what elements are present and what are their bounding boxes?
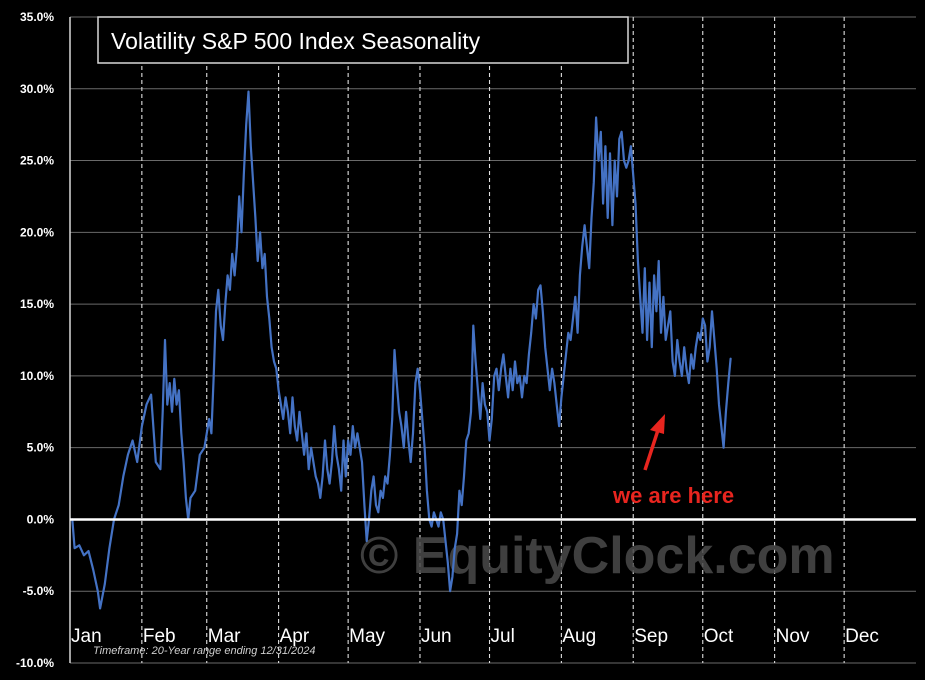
x-tick-label: Nov bbox=[776, 626, 810, 647]
x-tick-label: Feb bbox=[143, 626, 176, 647]
y-tick-label: -5.0% bbox=[23, 584, 55, 598]
y-tick-label: 25.0% bbox=[20, 154, 54, 168]
watermark: © EquityClock.com bbox=[360, 527, 835, 585]
x-tick-label: Mar bbox=[208, 626, 241, 647]
y-tick-label: 20.0% bbox=[20, 225, 54, 239]
y-tick-label: 5.0% bbox=[27, 441, 55, 455]
y-tick-label: 0.0% bbox=[27, 512, 55, 526]
y-tick-label: 30.0% bbox=[20, 82, 54, 96]
chart-title-box: Volatility S&P 500 Index Seasonality bbox=[97, 16, 629, 64]
x-tick-label: May bbox=[349, 626, 385, 647]
title-border bbox=[97, 16, 629, 64]
annotation: we are here bbox=[612, 414, 734, 508]
y-axis-ticks: 35.0% 30.0% 25.0% 20.0% 15.0% 10.0% 5.0% 0.0% -5… bbox=[16, 10, 54, 670]
x-tick-label: Dec bbox=[845, 626, 879, 647]
y-tick-label: 35.0% bbox=[20, 10, 54, 24]
series-lines bbox=[71, 90, 732, 610]
y-tick-label: -10.0% bbox=[16, 656, 54, 670]
series-line bbox=[71, 90, 732, 610]
y-tick-label: 10.0% bbox=[20, 369, 54, 383]
x-tick-label: Jul bbox=[491, 626, 515, 647]
annotation-arrowhead bbox=[650, 414, 665, 434]
y-tick-label: 15.0% bbox=[20, 297, 54, 311]
x-axis-ticks: Jan Feb Mar Apr May Jun Jul Aug Sep Oct Nov Dec bbox=[71, 626, 879, 647]
timeframe-note: Timeframe: 20-Year range ending 12/31/20… bbox=[93, 645, 316, 657]
x-tick-label: Sep bbox=[634, 626, 668, 647]
x-tick-label: Oct bbox=[704, 626, 734, 647]
annotation-arrow bbox=[643, 426, 661, 471]
x-tick-label: Jun bbox=[421, 626, 452, 647]
x-tick-label: Jan bbox=[71, 626, 102, 647]
x-tick-label: Aug bbox=[562, 626, 596, 647]
x-tick-label: Apr bbox=[280, 626, 310, 647]
chart-title: Volatility S&P 500 Index Seasonality bbox=[111, 28, 481, 54]
gridlines bbox=[69, 16, 916, 664]
annotation-text: we are here bbox=[612, 483, 734, 508]
